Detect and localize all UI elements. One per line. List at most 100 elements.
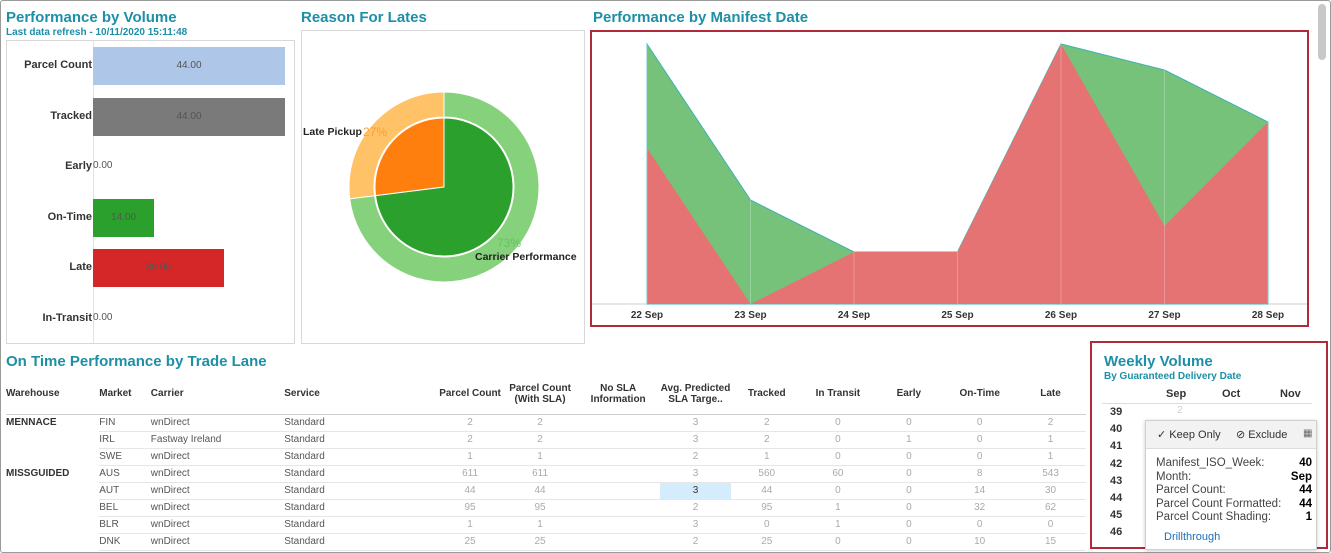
column-header[interactable]: Early — [896, 388, 922, 400]
table-cell: 95 — [503, 499, 577, 517]
table-cell: Standard — [284, 499, 437, 517]
table-cell — [6, 499, 99, 516]
volume-row[interactable]: Early 0.00 — [7, 147, 296, 187]
column-header[interactable]: Carrier — [150, 388, 184, 400]
table-cell: 2 — [503, 414, 577, 432]
table-cell — [6, 482, 99, 499]
volume-bar[interactable]: 14.00 — [93, 198, 155, 237]
tooltip-popup: ✓ Keep Only ⊘ Exclude ▦ Manifest_ISO_Wee… — [1145, 420, 1317, 550]
column-header[interactable]: Avg. Predicted SLA Targe.. — [660, 382, 731, 405]
table-cell: 0 — [873, 448, 945, 466]
table-cell: 25 — [731, 533, 803, 551]
weekly-divider — [1102, 403, 1312, 404]
keep-only-button[interactable]: ✓ Keep Only — [1157, 428, 1221, 441]
table-cell: 44 — [503, 482, 577, 500]
table-cell: 25 — [503, 533, 577, 551]
table-cell — [576, 465, 660, 483]
volume-bar-chart[interactable]: Parcel Count 44.00 Tracked 44.00 Early 0.00 On… — [6, 40, 295, 344]
volume-bar[interactable]: 44.00 — [93, 47, 285, 85]
week-label[interactable]: 39 — [1110, 406, 1123, 418]
table-cell: 0 — [802, 431, 874, 449]
table-cell: 1 — [802, 516, 874, 534]
table-cell: 2 — [1015, 414, 1086, 432]
week-label[interactable]: 44 — [1110, 492, 1123, 504]
volume-bar[interactable]: 44.00 — [93, 97, 285, 136]
table-cell: 1 — [436, 448, 504, 466]
tooltip-field-key: Manifest_ISO_Week: — [1156, 457, 1265, 469]
table-row[interactable]: IRL Fastway Ireland Standard 2 2 3 2 0 1 0 1 — [6, 431, 1086, 449]
table-row[interactable]: MENNACE FIN wnDirect Standard 2 2 3 2 0 0 0 2 — [6, 414, 1086, 432]
table-cell: Standard — [284, 414, 437, 432]
volume-bar-value: 44.00 — [176, 110, 202, 122]
table-row[interactable]: BEL wnDirect Standard 95 95 2 95 1 0 32 62 — [6, 499, 1086, 517]
pie-slice[interactable] — [374, 117, 445, 197]
week-label[interactable]: 40 — [1110, 423, 1123, 436]
table-cell: 611 — [503, 465, 577, 483]
table-cell: 32 — [944, 499, 1016, 517]
table-row[interactable]: MISSGUIDED AUS wnDirect Standard 611 611 3 560 6… — [6, 465, 1086, 483]
table-cell — [6, 516, 99, 533]
table-cell: 0 — [873, 482, 945, 500]
exclude-button[interactable]: ⊘ Exclude — [1236, 428, 1287, 441]
grid-icon[interactable]: ▦ — [1303, 428, 1313, 439]
column-header[interactable]: Service — [284, 388, 320, 400]
table-cell: 0 — [944, 431, 1016, 449]
month-header: Sep — [1166, 388, 1187, 400]
late-pickup-pct: 27% — [363, 125, 387, 139]
column-header[interactable]: In Transit — [815, 388, 861, 400]
column-header[interactable]: Tracked — [747, 388, 786, 400]
column-header[interactable]: Warehouse — [6, 388, 60, 400]
table-cell: 1 — [503, 516, 577, 534]
column-header[interactable]: No SLA Information — [590, 382, 646, 405]
week-label[interactable]: 42 — [1110, 457, 1123, 470]
week-label[interactable]: 43 — [1110, 474, 1123, 487]
table-row[interactable]: BLR wnDirect Standard 1 1 3 0 1 0 0 0 — [6, 516, 1086, 534]
pie-slice[interactable] — [374, 117, 514, 257]
table-cell: Standard — [284, 431, 437, 449]
volume-bar[interactable]: 30.00 — [93, 249, 224, 287]
week-label[interactable]: 41 — [1110, 440, 1123, 453]
table-cell: Standard — [284, 448, 437, 466]
table-cell: 25 — [436, 533, 504, 551]
table-cell: 44 — [731, 482, 803, 500]
table-cell: BLR — [99, 516, 151, 534]
table-cell: 560 — [731, 465, 803, 483]
table-cell: 2 — [659, 448, 732, 466]
table-cell: 0 — [873, 414, 945, 432]
volume-row-label: On-Time — [47, 210, 92, 223]
x-tick-label: 28 Sep — [1252, 310, 1284, 321]
reasons-chart[interactable]: Late Pickup 27% 73% Carrier Performance — [301, 30, 585, 344]
volume-row-label: Early — [65, 160, 92, 172]
table-cell: 0 — [873, 516, 945, 534]
column-header[interactable]: Late — [1040, 388, 1061, 400]
table-cell: 0 — [802, 533, 874, 551]
column-header[interactable]: On-Time — [959, 388, 1000, 400]
volume-row[interactable]: On-Time 14.00 — [7, 198, 296, 238]
tooltip-field-key: Parcel Count Shading: — [1156, 511, 1272, 524]
volume-row-label: Late — [69, 261, 92, 273]
column-header[interactable]: Parcel Count — [439, 388, 501, 400]
column-header[interactable]: Parcel Count (With SLA) — [509, 382, 571, 405]
scrollbar[interactable] — [1318, 4, 1326, 60]
column-header[interactable]: Market — [99, 388, 132, 400]
manifest-area-chart[interactable]: 22 Sep 23 Sep 24 Sep 25 Sep 26 Sep 27 Sep 28 S… — [590, 30, 1309, 327]
table-row[interactable]: SWE wnDirect Standard 1 1 2 1 0 0 0 1 — [6, 448, 1086, 466]
table-cell — [576, 499, 660, 517]
volume-row[interactable]: Parcel Count 44.00 — [7, 46, 296, 86]
week-label[interactable]: 45 — [1110, 509, 1123, 522]
volume-row[interactable]: In-Transit 0.00 — [7, 299, 296, 339]
volume-row[interactable]: Late 30.00 — [7, 248, 296, 288]
table-cell: 1 — [731, 448, 803, 466]
week-label[interactable]: 46 — [1110, 526, 1123, 539]
area-series[interactable] — [647, 44, 1268, 304]
drillthrough-link[interactable]: Drillthrough — [1164, 531, 1221, 543]
table-cell — [576, 448, 660, 466]
table-cell: MENNACE — [6, 417, 57, 429]
table-cell: 2 — [436, 414, 504, 432]
table-row[interactable]: DNK wnDirect Standard 25 25 2 25 0 0 10 15 — [6, 533, 1086, 551]
pie-outer-slice[interactable] — [349, 91, 540, 283]
volume-row[interactable]: Tracked 44.00 — [7, 97, 296, 137]
table-cell — [6, 533, 99, 550]
table-row[interactable]: AUT wnDirect Standard 44 44 3 44 0 0 14 30 — [6, 482, 1086, 500]
table-cell: 95 — [436, 499, 504, 517]
